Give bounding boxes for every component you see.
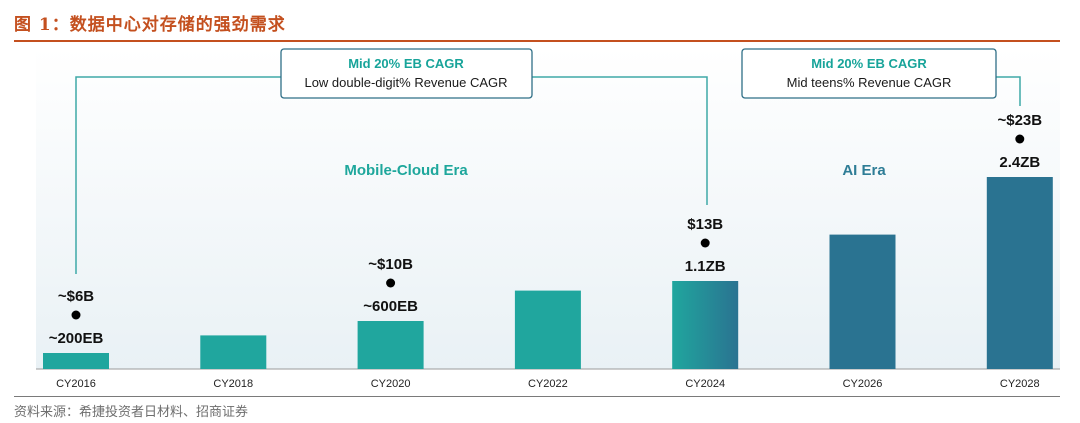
cagr-box-left-title: Mid 20% EB CAGR: [348, 56, 464, 71]
bars-group: [43, 177, 1053, 369]
revenue-value-label: ~$6B: [58, 288, 94, 305]
bar-cy2028: [986, 177, 1053, 369]
revenue-marker-dot: [700, 238, 710, 248]
cagr-box-left-subtitle: Low double-digit% Revenue CAGR: [304, 75, 507, 90]
figure-title: 图 1：数据中心对存储的强劲需求: [14, 15, 286, 35]
revenue-value-label: ~$23B: [997, 112, 1042, 129]
source-note: 资料来源：希捷投资者日材料、招商证券: [14, 405, 249, 420]
cagr-connector-lines: [75, 76, 1021, 274]
bar-cy2020: [357, 321, 424, 369]
bar-cy2022: [514, 290, 581, 369]
x-tick-label: CY2022: [528, 378, 568, 390]
connector-right: [996, 76, 1021, 106]
bar-cy2024: [672, 281, 739, 369]
x-tick-label: CY2026: [843, 378, 883, 390]
connector-left: [75, 76, 281, 274]
cagr-box-right-subtitle: Mid teens% Revenue CAGR: [787, 75, 952, 90]
cagr-box-right-frame: [741, 48, 997, 99]
revenue-marker-dot: [71, 310, 81, 320]
era-label-mobile-cloud: Mobile-Cloud Era: [344, 162, 468, 179]
x-tick-label: CY2028: [1000, 378, 1040, 390]
bar-value-label: 2.4ZB: [999, 154, 1040, 171]
source-divider: [14, 396, 1060, 397]
x-tick-label: CY2016: [56, 378, 96, 390]
revenue-marker-dot: [386, 278, 396, 288]
revenue-marker-dot: [1015, 134, 1025, 144]
x-tick-label: CY2024: [685, 378, 725, 390]
revenue-value-label: ~$10B: [368, 256, 413, 273]
x-tick-label: CY2018: [213, 378, 253, 390]
era-label-ai: AI Era: [842, 162, 886, 179]
cagr-box-left-frame: [280, 48, 533, 99]
bar-value-label: ~600EB: [363, 298, 418, 315]
bar-value-label: ~200EB: [49, 330, 104, 347]
cagr-box-left: Mid 20% EB CAGR Low double-digit% Revenu…: [280, 48, 533, 99]
revenue-value-label: $13B: [687, 216, 723, 233]
x-tick-label: CY2020: [371, 378, 411, 390]
bar-cy2018: [200, 335, 267, 369]
title-divider: [14, 40, 1060, 42]
bar-cy2016: [43, 353, 109, 369]
cagr-box-right: Mid 20% EB CAGR Mid teens% Revenue CAGR: [741, 48, 997, 99]
bar-value-label: 1.1ZB: [685, 258, 726, 275]
bar-cy2026: [829, 234, 896, 369]
connector-mid: [532, 76, 708, 205]
labels-group: CY2016 ~200EB ~$6B CY2018 CY2020 ~600EB ~$10B C…: [49, 112, 1043, 390]
cagr-box-right-title: Mid 20% EB CAGR: [811, 56, 927, 71]
